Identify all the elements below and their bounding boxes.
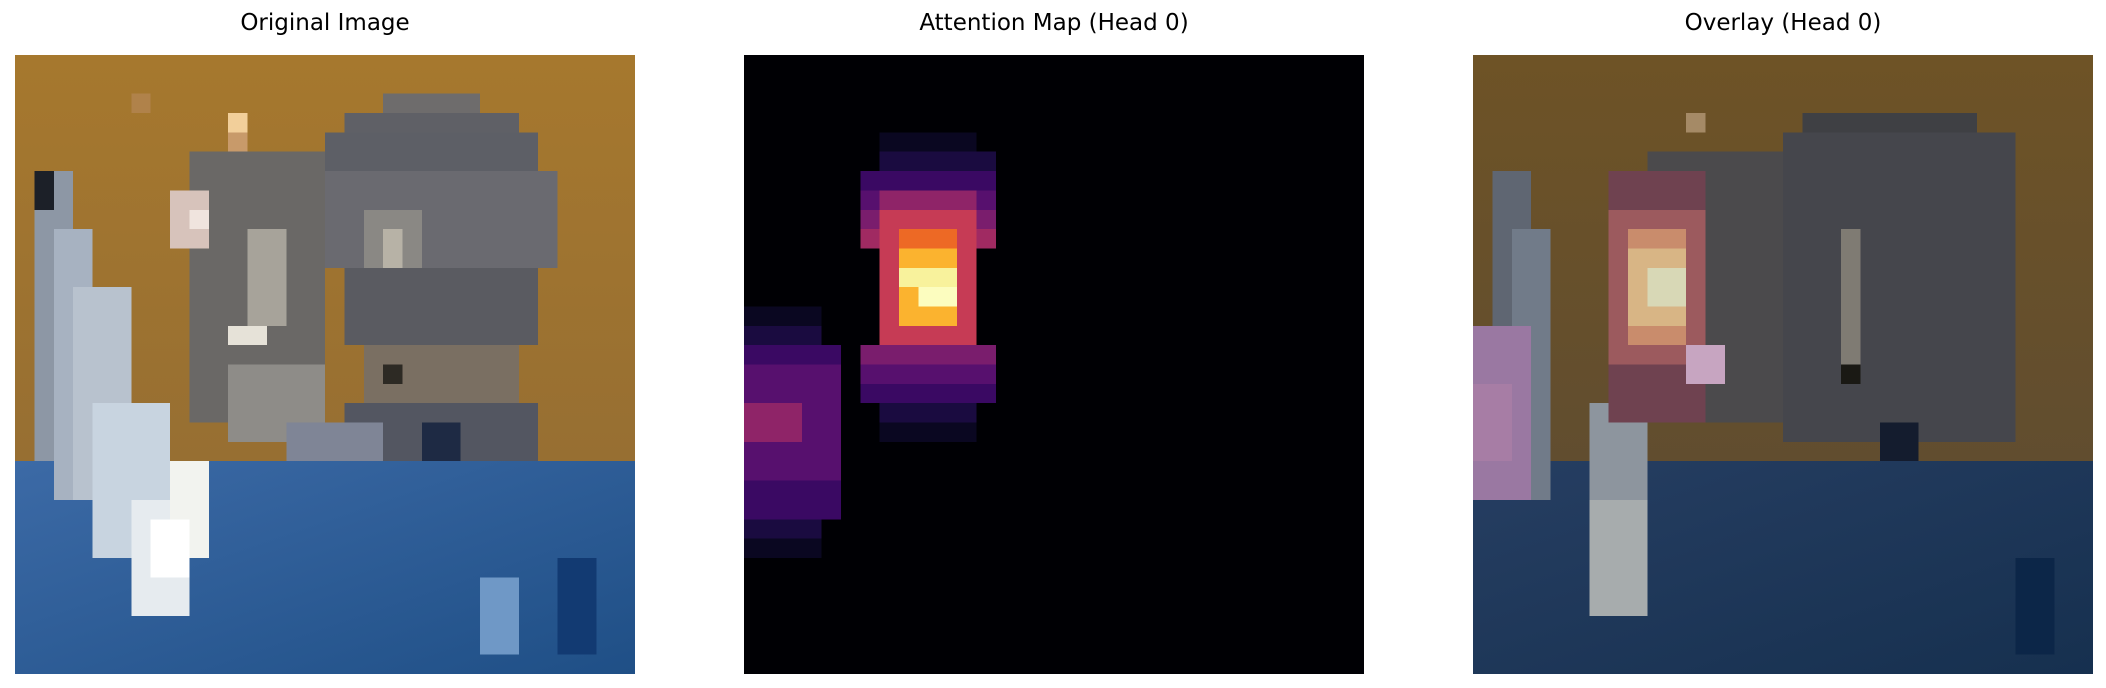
panel-title-original: Original Image bbox=[240, 10, 410, 36]
overlay-image bbox=[1473, 55, 2093, 674]
panel-original-image: Original Image bbox=[15, 0, 635, 688]
attention-map-image bbox=[744, 55, 1364, 674]
panel-attention-map: Attention Map (Head 0) bbox=[744, 0, 1364, 688]
panel-title-overlay: Overlay (Head 0) bbox=[1684, 10, 1882, 36]
panel-overlay: Overlay (Head 0) bbox=[1473, 0, 2093, 688]
panel-title-attention: Attention Map (Head 0) bbox=[919, 10, 1189, 36]
original-image bbox=[15, 55, 635, 674]
